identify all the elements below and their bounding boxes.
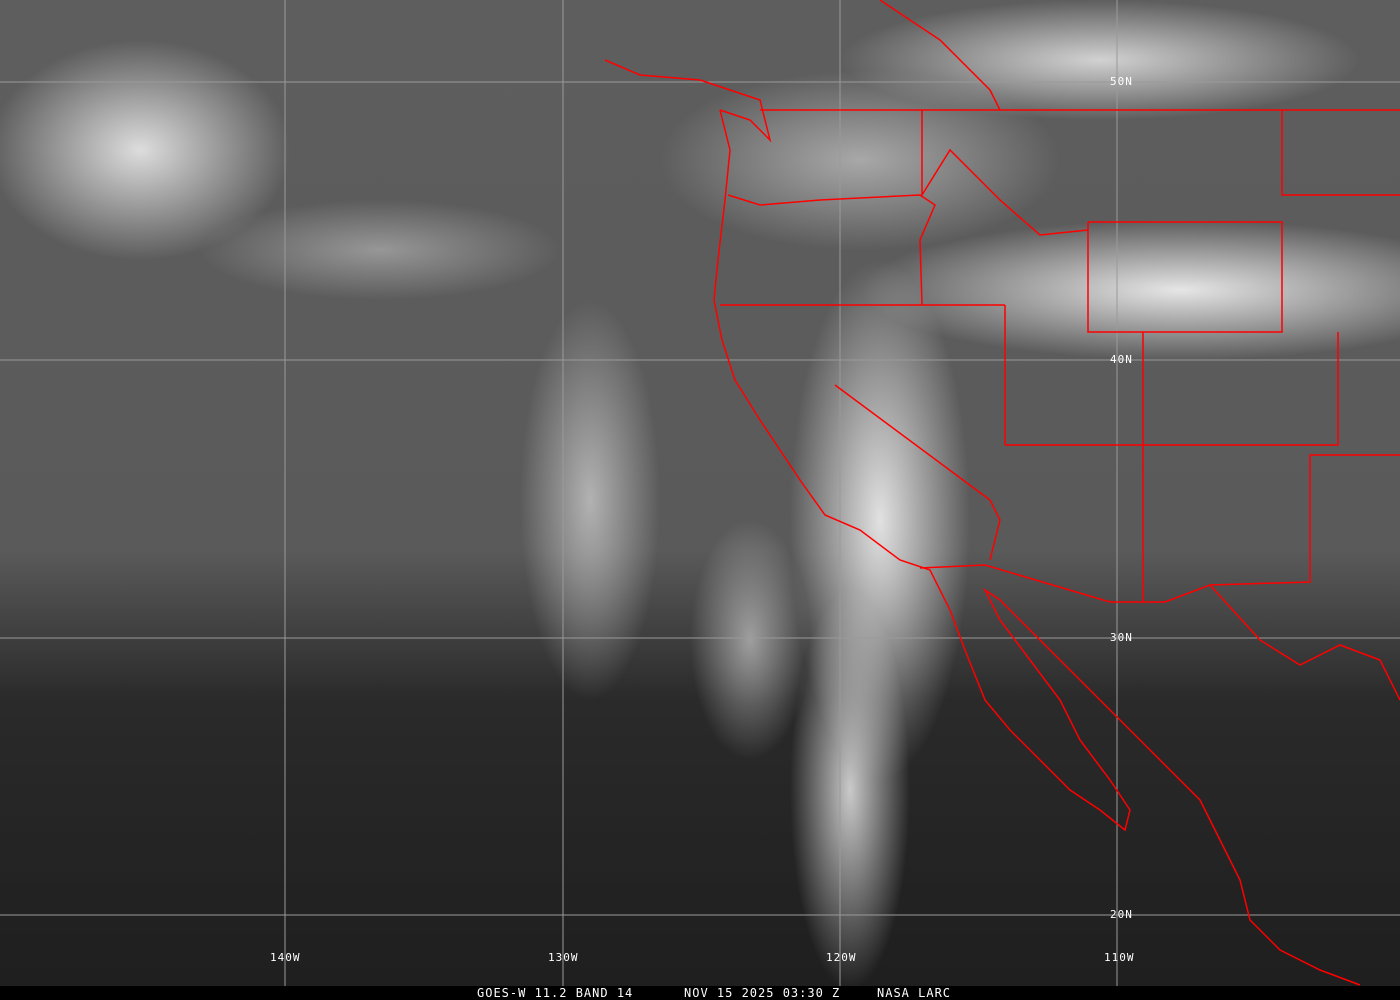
montana-east [1281,110,1400,196]
lat-label-40n: 40N [1110,353,1133,366]
lon-label-110w: 110W [1104,951,1135,964]
wyoming-box [1087,221,1283,333]
lat-label-30n: 30N [1110,631,1133,644]
pacific-coastline [713,109,1361,986]
mexico-interior [1209,584,1400,701]
canada-west-coast [604,59,772,143]
idaho-border [921,110,1089,236]
political-boundaries [604,0,1400,986]
us-mexico-border [919,454,1400,603]
caption-datetime: NOV 15 2025 03:30 Z [684,986,841,1000]
lon-label-140w: 140W [270,951,301,964]
caption-satellite: GOES-W 11.2 BAND 14 [477,986,634,1000]
lon-label-130w: 130W [548,951,579,964]
california-nevada [834,384,1001,561]
caption-source: NASA LARC [877,986,952,1000]
lat-label-50n: 50N [1110,75,1133,88]
lon-label-120w: 120W [826,951,857,964]
utah-colorado [1005,332,1339,446]
lat-label-20n: 20N [1110,908,1133,921]
bc-interior [879,0,1001,111]
washington-oregon [727,194,936,306]
image-caption-bar: GOES-W 11.2 BAND 14 NOV 15 2025 03:30 Z … [0,986,1400,1000]
